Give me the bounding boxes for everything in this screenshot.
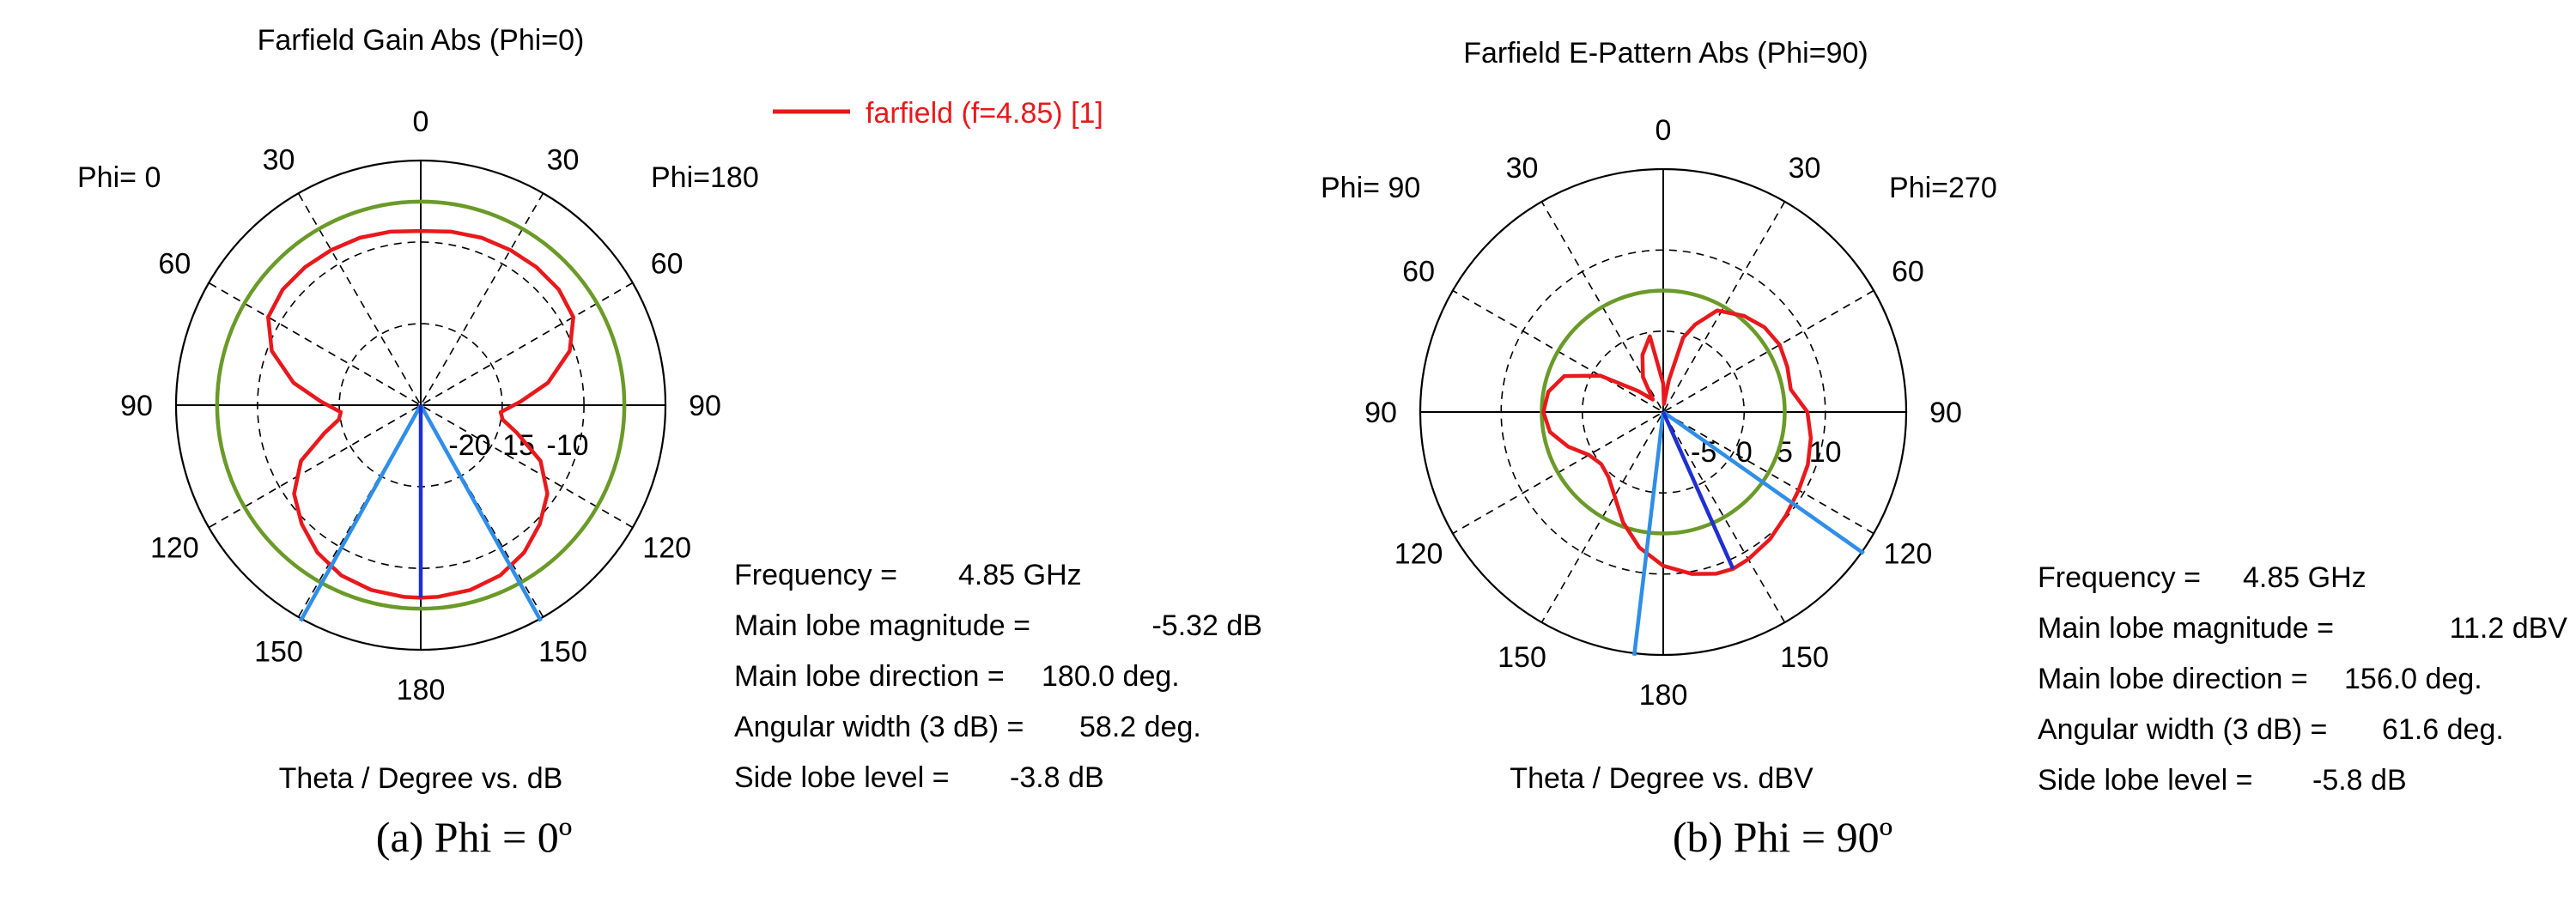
panel-caption: (b) Phi = 90º bbox=[1673, 813, 1893, 861]
angle-tick-label: 30 bbox=[1506, 152, 1539, 185]
info-value: -5.32 dB bbox=[1151, 609, 1262, 642]
reference-circle bbox=[215, 199, 627, 611]
angle-tick-label: 90 bbox=[120, 390, 153, 422]
radial-tick-label: 0 bbox=[1736, 436, 1753, 469]
info-value: -5.8 dB bbox=[2312, 764, 2407, 797]
angle-tick-label: 150 bbox=[1498, 641, 1546, 674]
info-label: Frequency = bbox=[2038, 561, 2201, 594]
info-value: -3.8 dB bbox=[1010, 761, 1104, 794]
info-value: 4.85 GHz bbox=[958, 559, 1082, 591]
spoke-30 bbox=[1540, 201, 1786, 623]
angle-tick-label: 30 bbox=[547, 143, 580, 176]
angle-tick-label: 150 bbox=[538, 636, 587, 669]
info-value: 58.2 deg. bbox=[1079, 711, 1201, 743]
info-label: Angular width (3 dB) = bbox=[2038, 713, 2327, 746]
angle-tick-label: 150 bbox=[254, 636, 303, 669]
info-label: Main lobe magnitude = bbox=[734, 609, 1030, 642]
angle-tick-label: 60 bbox=[1402, 256, 1435, 288]
polar-chart-phi-0: Farfield Gain Abs (Phi=0) farfield (f=4.… bbox=[77, 24, 1262, 861]
info-label: Frequency = bbox=[734, 559, 897, 591]
angle-tick-labels: 0 30 60 90 120 150 180 150 120 90 60 30 bbox=[1364, 114, 1962, 712]
info-panel: Frequency = 4.85 GHz Main lobe magnitude… bbox=[734, 559, 1262, 794]
info-label: Side lobe level = bbox=[2038, 764, 2252, 797]
info-label: Main lobe magnitude = bbox=[2038, 612, 2334, 645]
info-label: Main lobe direction = bbox=[734, 660, 1005, 693]
info-label: Side lobe level = bbox=[734, 761, 949, 794]
axis-label: Theta / Degree vs. dB bbox=[279, 762, 563, 795]
radial-tick-labels: -5 0 5 10 bbox=[1691, 436, 1842, 469]
info-value: 180.0 deg. bbox=[1042, 660, 1180, 693]
beamwidth-line-2 bbox=[299, 403, 422, 622]
phi-right-label: Phi=180 bbox=[651, 161, 759, 194]
angle-tick-label: 120 bbox=[642, 532, 691, 565]
chart-title: Farfield Gain Abs (Phi=0) bbox=[258, 24, 585, 57]
info-panel: Frequency = 4.85 GHz Main lobe magnitude… bbox=[2038, 561, 2567, 797]
angle-tick-label: 30 bbox=[263, 143, 295, 176]
polar-chart-phi-90: Farfield E-Pattern Abs (Phi=90) Phi= 90 … bbox=[1321, 37, 2567, 861]
phi-right-label: Phi=270 bbox=[1889, 172, 1997, 204]
angle-tick-label: 60 bbox=[1892, 256, 1924, 288]
beamwidth-line-1 bbox=[419, 403, 543, 622]
radial-tick-label: 10 bbox=[1809, 436, 1842, 469]
phi-left-label: Phi= 0 bbox=[77, 161, 161, 194]
angle-tick-label: 90 bbox=[1364, 397, 1397, 429]
angle-tick-label: 60 bbox=[158, 248, 191, 281]
radial-tick-label: -10 bbox=[546, 429, 588, 462]
angle-tick-label: 180 bbox=[1639, 679, 1688, 712]
lobe-markers bbox=[1631, 410, 1865, 657]
angle-tick-label: 30 bbox=[1789, 152, 1821, 185]
info-value: 11.2 dBV bbox=[2450, 612, 2568, 645]
legend: farfield (f=4.85) [1] bbox=[773, 97, 1103, 130]
beamwidth-line-1 bbox=[1662, 410, 1865, 555]
beamwidth-line-2 bbox=[1631, 411, 1666, 657]
angle-tick-label: 90 bbox=[689, 390, 721, 422]
info-label: Main lobe direction = bbox=[2038, 663, 2308, 695]
angle-tick-label: 150 bbox=[1780, 641, 1829, 674]
angle-tick-label: 180 bbox=[397, 674, 446, 706]
spoke-120 bbox=[1452, 289, 1874, 535]
radiation-pattern bbox=[1541, 308, 1814, 576]
panel-caption: (a) Phi = 0º bbox=[376, 813, 572, 861]
reference-ring bbox=[215, 199, 627, 611]
angle-tick-label: 0 bbox=[413, 106, 429, 138]
angle-tick-label: 120 bbox=[1884, 538, 1933, 571]
angle-tick-label: 120 bbox=[1394, 538, 1443, 571]
chart-title: Farfield E-Pattern Abs (Phi=90) bbox=[1463, 37, 1868, 70]
angle-tick-label: 90 bbox=[1929, 397, 1962, 429]
info-value: 156.0 deg. bbox=[2344, 663, 2482, 695]
legend-label: farfield (f=4.85) [1] bbox=[866, 97, 1103, 130]
main-lobe-line bbox=[1661, 411, 1735, 570]
pattern-curve bbox=[1541, 308, 1814, 576]
angle-tick-label: 0 bbox=[1656, 114, 1672, 147]
info-label: Angular width (3 dB) = bbox=[734, 711, 1024, 743]
radiation-pattern bbox=[266, 228, 575, 600]
spoke-150 bbox=[1540, 201, 1786, 623]
axis-label: Theta / Degree vs. dBV bbox=[1510, 762, 1814, 795]
lobe-markers bbox=[299, 403, 543, 622]
spoke-60 bbox=[1452, 289, 1874, 535]
info-value: 61.6 deg. bbox=[2382, 713, 2504, 746]
angle-tick-label: 120 bbox=[150, 532, 199, 565]
angle-tick-label: 60 bbox=[651, 248, 683, 281]
radial-tick-label: -20 bbox=[448, 429, 490, 462]
angle-tick-labels: 0 30 60 90 120 150 180 150 120 90 60 30 bbox=[120, 106, 721, 706]
pattern-curve bbox=[266, 228, 575, 600]
phi-left-label: Phi= 90 bbox=[1321, 172, 1420, 204]
info-value: 4.85 GHz bbox=[2243, 561, 2366, 594]
